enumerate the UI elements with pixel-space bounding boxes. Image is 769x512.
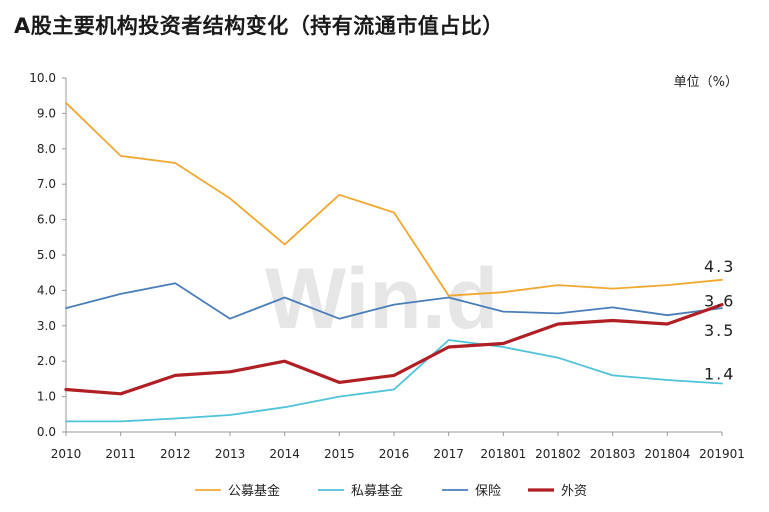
data-label: 1.4	[704, 365, 735, 384]
unit-label: 单位（%）	[674, 75, 738, 90]
watermark: Win.d	[265, 251, 498, 347]
y-tick-label: 4.0	[37, 283, 56, 297]
x-tick-label: 201901	[699, 447, 745, 461]
data-label: 3.5	[704, 321, 735, 340]
y-tick-label: 6.0	[37, 213, 56, 227]
legend-label: 外资	[561, 484, 587, 499]
x-tick-label: 201804	[644, 447, 690, 461]
x-tick-label: 2011	[105, 447, 136, 461]
x-tick-label: 2010	[51, 447, 82, 461]
legend-label: 私募基金	[351, 483, 403, 499]
x-tick-label: 201803	[590, 447, 636, 461]
chart-title: A股主要机构投资者结构变化（持有流通市值占比）	[14, 14, 504, 38]
y-tick-label: 5.0	[37, 248, 56, 262]
x-tick-label: 2015	[324, 447, 355, 461]
x-tick-label: 201802	[535, 447, 581, 461]
series-line	[64, 303, 724, 396]
legend-label: 公募基金	[228, 483, 280, 499]
x-tick-label: 2012	[160, 447, 191, 461]
x-tick-label: 201801	[480, 447, 526, 461]
y-tick-label: 2.0	[37, 354, 56, 368]
y-tick-label: 8.0	[37, 142, 56, 156]
chart-lines	[64, 101, 724, 423]
series-line	[65, 339, 723, 423]
x-tick-label: 2017	[433, 447, 464, 461]
x-tick-label: 2016	[379, 447, 410, 461]
data-label: 3.6	[704, 292, 735, 311]
series-line	[65, 101, 723, 297]
series-line	[65, 282, 723, 320]
y-tick-label: 0.0	[37, 425, 56, 439]
chart-legend: 公募基金 私募基金 保险 外资	[195, 483, 587, 499]
x-tick-label: 2014	[269, 447, 300, 461]
x-tick-label: 2013	[215, 447, 246, 461]
chart-end-labels: 4.3 1.4 3.5 3.6	[704, 257, 735, 384]
chart-axes: 0.0 1.0 2.0 3.0 4.0 5.0 6.0 7.0 8.0 9.0 10.0 2010 20…	[29, 71, 745, 461]
y-tick-label: 1.0	[37, 390, 56, 404]
y-tick-label: 10.0	[29, 71, 56, 85]
data-label: 4.3	[704, 257, 735, 276]
legend-label: 保险	[475, 484, 501, 499]
y-tick-label: 9.0	[37, 106, 56, 120]
y-tick-label: 3.0	[37, 319, 56, 333]
y-tick-label: 7.0	[37, 177, 56, 191]
